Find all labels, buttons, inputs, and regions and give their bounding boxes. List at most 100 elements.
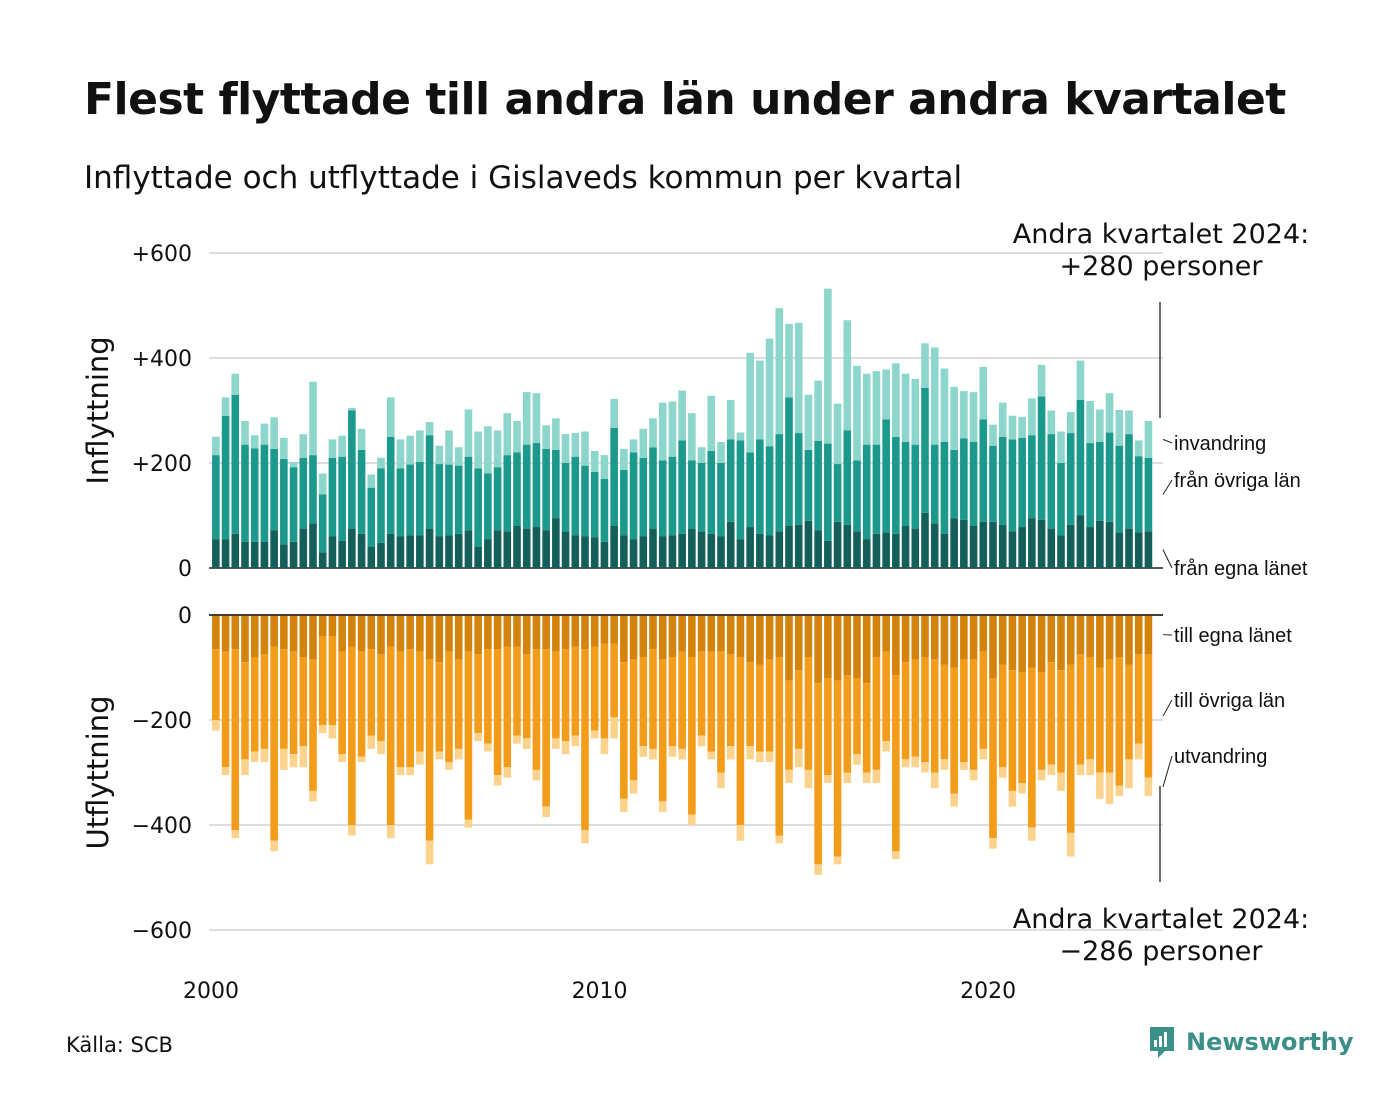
outflow-bar-3 bbox=[241, 759, 249, 776]
inflow-y-tick-label: +600 bbox=[132, 242, 192, 267]
inflow-bar-2 bbox=[435, 464, 444, 537]
inflow-bar-3 bbox=[872, 371, 881, 445]
inflow-y-axis-label: Inflyttning bbox=[81, 336, 115, 484]
inflow-bar-3 bbox=[348, 407, 356, 411]
outflow-bar-3 bbox=[717, 772, 725, 789]
outflow-bar-1 bbox=[853, 615, 861, 678]
outflow-bar-1 bbox=[289, 615, 298, 652]
inflow-bar-2 bbox=[367, 487, 376, 547]
inflow-bar-3 bbox=[522, 392, 531, 445]
inflow-series-leader-line bbox=[1162, 479, 1173, 495]
outflow-bar-3 bbox=[260, 748, 269, 763]
outflow-bar-2 bbox=[1096, 667, 1104, 773]
inflow-bar-2 bbox=[775, 434, 784, 532]
outflow-bar-1 bbox=[765, 615, 774, 660]
outflow-bar-2 bbox=[833, 680, 842, 857]
inflow-bar-1 bbox=[212, 539, 220, 569]
outflow-bar-2 bbox=[1028, 667, 1036, 828]
outflow-bar-1 bbox=[756, 615, 764, 665]
outflow-bar-3 bbox=[1066, 832, 1075, 857]
outflow-bar-2 bbox=[950, 667, 958, 794]
outflow-bar-1 bbox=[454, 615, 463, 660]
outflow-bar-2 bbox=[484, 649, 492, 744]
outflow-bar-2 bbox=[998, 664, 1007, 768]
inflow-bar-1 bbox=[318, 552, 327, 568]
outflow-bar-3 bbox=[377, 741, 385, 755]
inflow-bar-1 bbox=[464, 530, 473, 568]
outflow-bar-3 bbox=[522, 738, 531, 749]
outflow-bar-2 bbox=[921, 657, 929, 762]
inflow-bar-1 bbox=[241, 541, 249, 568]
inflow-bar-1 bbox=[658, 536, 667, 568]
outflow-bar-1 bbox=[1047, 615, 1056, 663]
outflow-bar-3 bbox=[950, 793, 958, 807]
inflow-bar-2 bbox=[231, 394, 240, 534]
outflow-bar-1 bbox=[658, 615, 667, 660]
inflow-bar-1 bbox=[785, 526, 793, 568]
outflow-bar-3 bbox=[911, 756, 920, 768]
inflow-bar-3 bbox=[493, 430, 502, 468]
outflow-bar-1 bbox=[493, 615, 502, 650]
inflow-bar-3 bbox=[1086, 401, 1094, 444]
inflow-bar-3 bbox=[464, 409, 473, 457]
outflow-bar-1 bbox=[260, 615, 269, 655]
inflow-bar-2 bbox=[396, 468, 405, 537]
inflow-bar-3 bbox=[901, 373, 910, 442]
outflow-bar-2 bbox=[979, 651, 988, 749]
inflow-bar-3 bbox=[250, 435, 259, 449]
outflow-bar-1 bbox=[1008, 615, 1017, 671]
outflow-y-tick-label: −200 bbox=[132, 709, 192, 734]
inflow-bar-2 bbox=[785, 397, 793, 527]
outflow-bar-1 bbox=[445, 615, 453, 652]
inflow-bar-1 bbox=[571, 535, 580, 568]
outflow-bar-3 bbox=[1008, 790, 1017, 807]
outflow-bar-3 bbox=[688, 814, 696, 825]
inflow-bar-3 bbox=[377, 457, 385, 469]
outflow-bar-3 bbox=[386, 825, 395, 839]
inflow-bar-3 bbox=[1125, 410, 1133, 435]
inflow-bar-1 bbox=[765, 535, 774, 568]
outflow-bar-3 bbox=[765, 751, 774, 762]
outflow-bar-3 bbox=[357, 756, 366, 762]
inflow-bar-3 bbox=[338, 435, 346, 457]
outflow-bar-1 bbox=[357, 615, 366, 652]
inflow-bar-1 bbox=[862, 539, 871, 569]
outflow-bar-2 bbox=[464, 651, 473, 820]
outflow-bar-3 bbox=[1144, 777, 1153, 797]
outflow-bar-2 bbox=[901, 662, 910, 760]
inflow-bar-1 bbox=[484, 539, 492, 569]
outflow-bar-1 bbox=[231, 615, 240, 650]
inflow-bar-1 bbox=[1057, 535, 1065, 568]
outflow-bar-3 bbox=[484, 743, 492, 752]
inflow-bar-3 bbox=[1008, 415, 1017, 440]
inflow-bar-3 bbox=[299, 434, 308, 458]
inflow-bar-2 bbox=[280, 458, 288, 545]
outflow-bar-3 bbox=[736, 825, 745, 841]
inflow-bar-1 bbox=[1115, 532, 1124, 568]
outflow-bar-3 bbox=[464, 819, 473, 828]
outflow-bar-1 bbox=[794, 615, 803, 671]
outflow-bar-3 bbox=[270, 840, 278, 852]
inflow-bar-3 bbox=[979, 366, 988, 420]
inflow-bar-2 bbox=[600, 478, 609, 542]
outflow-bar-1 bbox=[435, 615, 444, 663]
inflow-bar-1 bbox=[639, 536, 648, 568]
inflow-bar-2 bbox=[416, 461, 424, 536]
outflow-bar-2 bbox=[280, 649, 288, 749]
outflow-bar-3 bbox=[503, 767, 512, 778]
inflow-bar-3 bbox=[600, 455, 609, 479]
outflow-bar-1 bbox=[610, 615, 618, 644]
outflow-bar-3 bbox=[746, 746, 754, 760]
inflow-bar-3 bbox=[542, 425, 550, 449]
inflow-bar-1 bbox=[221, 539, 230, 569]
outflow-y-tick-label: 0 bbox=[178, 604, 192, 629]
inflow-bar-3 bbox=[280, 437, 288, 459]
outflow-bar-1 bbox=[1018, 615, 1026, 673]
outflow-bar-3 bbox=[231, 830, 240, 839]
source-note: Källa: SCB bbox=[66, 1033, 173, 1057]
outflow-bar-1 bbox=[406, 615, 414, 650]
outflow-bar-2 bbox=[930, 659, 939, 773]
outflow-bar-1 bbox=[979, 615, 988, 652]
outflow-bar-3 bbox=[416, 751, 424, 765]
outflow-bar-3 bbox=[775, 835, 784, 844]
